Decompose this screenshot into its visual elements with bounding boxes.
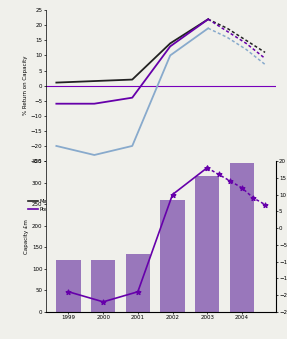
Point — [263, 202, 267, 207]
Point — [101, 299, 105, 304]
Point — [205, 165, 210, 171]
Point — [66, 289, 71, 295]
Y-axis label: Capacity £m: Capacity £m — [24, 219, 29, 254]
Point — [240, 185, 244, 191]
Point — [205, 165, 210, 171]
Point — [228, 178, 233, 184]
Point — [251, 195, 256, 201]
Bar — [56, 260, 81, 312]
Bar — [195, 176, 219, 312]
Bar — [160, 200, 185, 312]
Bar — [126, 254, 150, 312]
Point — [216, 172, 221, 177]
Bar — [230, 163, 254, 312]
Y-axis label: % Return on Capacity: % Return on Capacity — [23, 56, 28, 115]
Legend: Managed, Portfolio, Market, Forecast, Forecast, Forecast: Managed, Portfolio, Market, Forecast, Fo… — [26, 197, 139, 214]
Bar — [91, 260, 115, 312]
Point — [170, 192, 175, 197]
Point — [135, 289, 140, 295]
